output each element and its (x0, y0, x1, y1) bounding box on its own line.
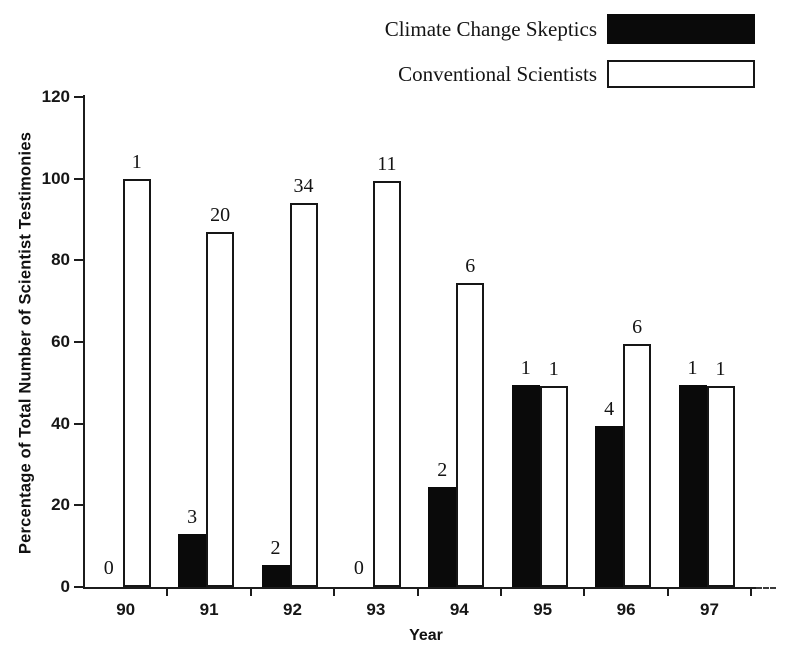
bar-skeptics-95 (511, 384, 540, 587)
bar-conventional-96 (623, 344, 652, 587)
x-axis-dashed-end (756, 587, 777, 589)
bar-count-label: 2 (270, 536, 281, 559)
y-tick-label: 60 (51, 332, 70, 351)
bar-conventional-92 (289, 203, 318, 587)
y-tick-label: 100 (41, 168, 70, 188)
year-label: 97 (700, 600, 719, 619)
legend-item-conventional: Conventional Scientists (398, 60, 755, 88)
bar-count-label: 2 (437, 458, 448, 481)
bar-conventional-91 (206, 231, 235, 587)
x-tick-mark (333, 587, 336, 596)
bar-skeptics-94 (428, 486, 457, 587)
year-label: 92 (283, 600, 302, 619)
x-axis-title: Year (409, 627, 443, 644)
bar-count-label: 1 (715, 357, 726, 380)
year-label: 96 (616, 600, 636, 619)
y-tick-mark (74, 341, 84, 343)
year-label: 90 (116, 600, 136, 619)
bar-count-label: 20 (210, 203, 231, 226)
bar-count-label: 4 (604, 397, 615, 420)
y-tick-mark (74, 259, 84, 262)
legend-item-skeptics: Climate Change Skeptics (385, 14, 755, 44)
bar-skeptics-92 (261, 564, 290, 587)
bar-count-label: 0 (353, 557, 364, 579)
x-tick-mark (500, 587, 502, 596)
bar-skeptics-96 (595, 425, 624, 587)
bar-conventional-93 (372, 180, 401, 587)
legend-swatch-black-icon (607, 14, 755, 44)
y-tick-label: 80 (51, 250, 70, 270)
bar-conventional-95 (539, 385, 568, 587)
y-tick-label: 0 (60, 577, 70, 596)
bar-count-label: 1 (548, 357, 559, 380)
legend-label-conventional: Conventional Scientists (398, 61, 597, 86)
year-label: 95 (533, 600, 553, 619)
bar-count-label: 6 (632, 316, 643, 339)
bar-conventional-94 (456, 282, 485, 587)
bar-count-label: 1 (520, 356, 531, 379)
x-tick-mark (416, 587, 419, 596)
year-label: 91 (199, 600, 219, 619)
year-label: 93 (366, 600, 386, 619)
bar-count-label: 3 (187, 505, 198, 528)
bar-skeptics-91 (178, 533, 207, 587)
bar-count-label: 11 (377, 152, 397, 175)
legend-label-skeptics: Climate Change Skeptics (384, 16, 597, 41)
y-tick-label: 20 (51, 495, 70, 515)
year-label: 94 (449, 600, 469, 619)
x-tick-mark (666, 587, 669, 596)
bar-skeptics-97 (678, 384, 707, 587)
x-tick-mark (583, 587, 586, 596)
y-tick-mark (74, 504, 84, 507)
y-tick-mark (74, 422, 84, 425)
x-axis-line (83, 587, 757, 589)
bar-count-label: 1 (131, 150, 142, 173)
y-tick-mark (74, 177, 84, 180)
y-tick-mark (74, 96, 84, 98)
y-tick-label: 40 (51, 413, 70, 433)
bar-count-label: 34 (293, 175, 314, 198)
y-tick-mark (74, 586, 84, 588)
x-tick-mark (750, 587, 753, 596)
bar-count-label: 6 (465, 254, 476, 277)
x-tick-mark (166, 587, 169, 596)
x-tick-mark (249, 587, 252, 596)
legend-swatch-white-icon (607, 60, 755, 88)
bar-conventional-90 (122, 178, 151, 587)
y-tick-label: 120 (41, 87, 70, 106)
y-axis-line (83, 95, 85, 589)
bar-conventional-97 (706, 385, 735, 587)
bar-count-label: 0 (103, 557, 114, 579)
bar-count-label: 1 (687, 356, 698, 379)
